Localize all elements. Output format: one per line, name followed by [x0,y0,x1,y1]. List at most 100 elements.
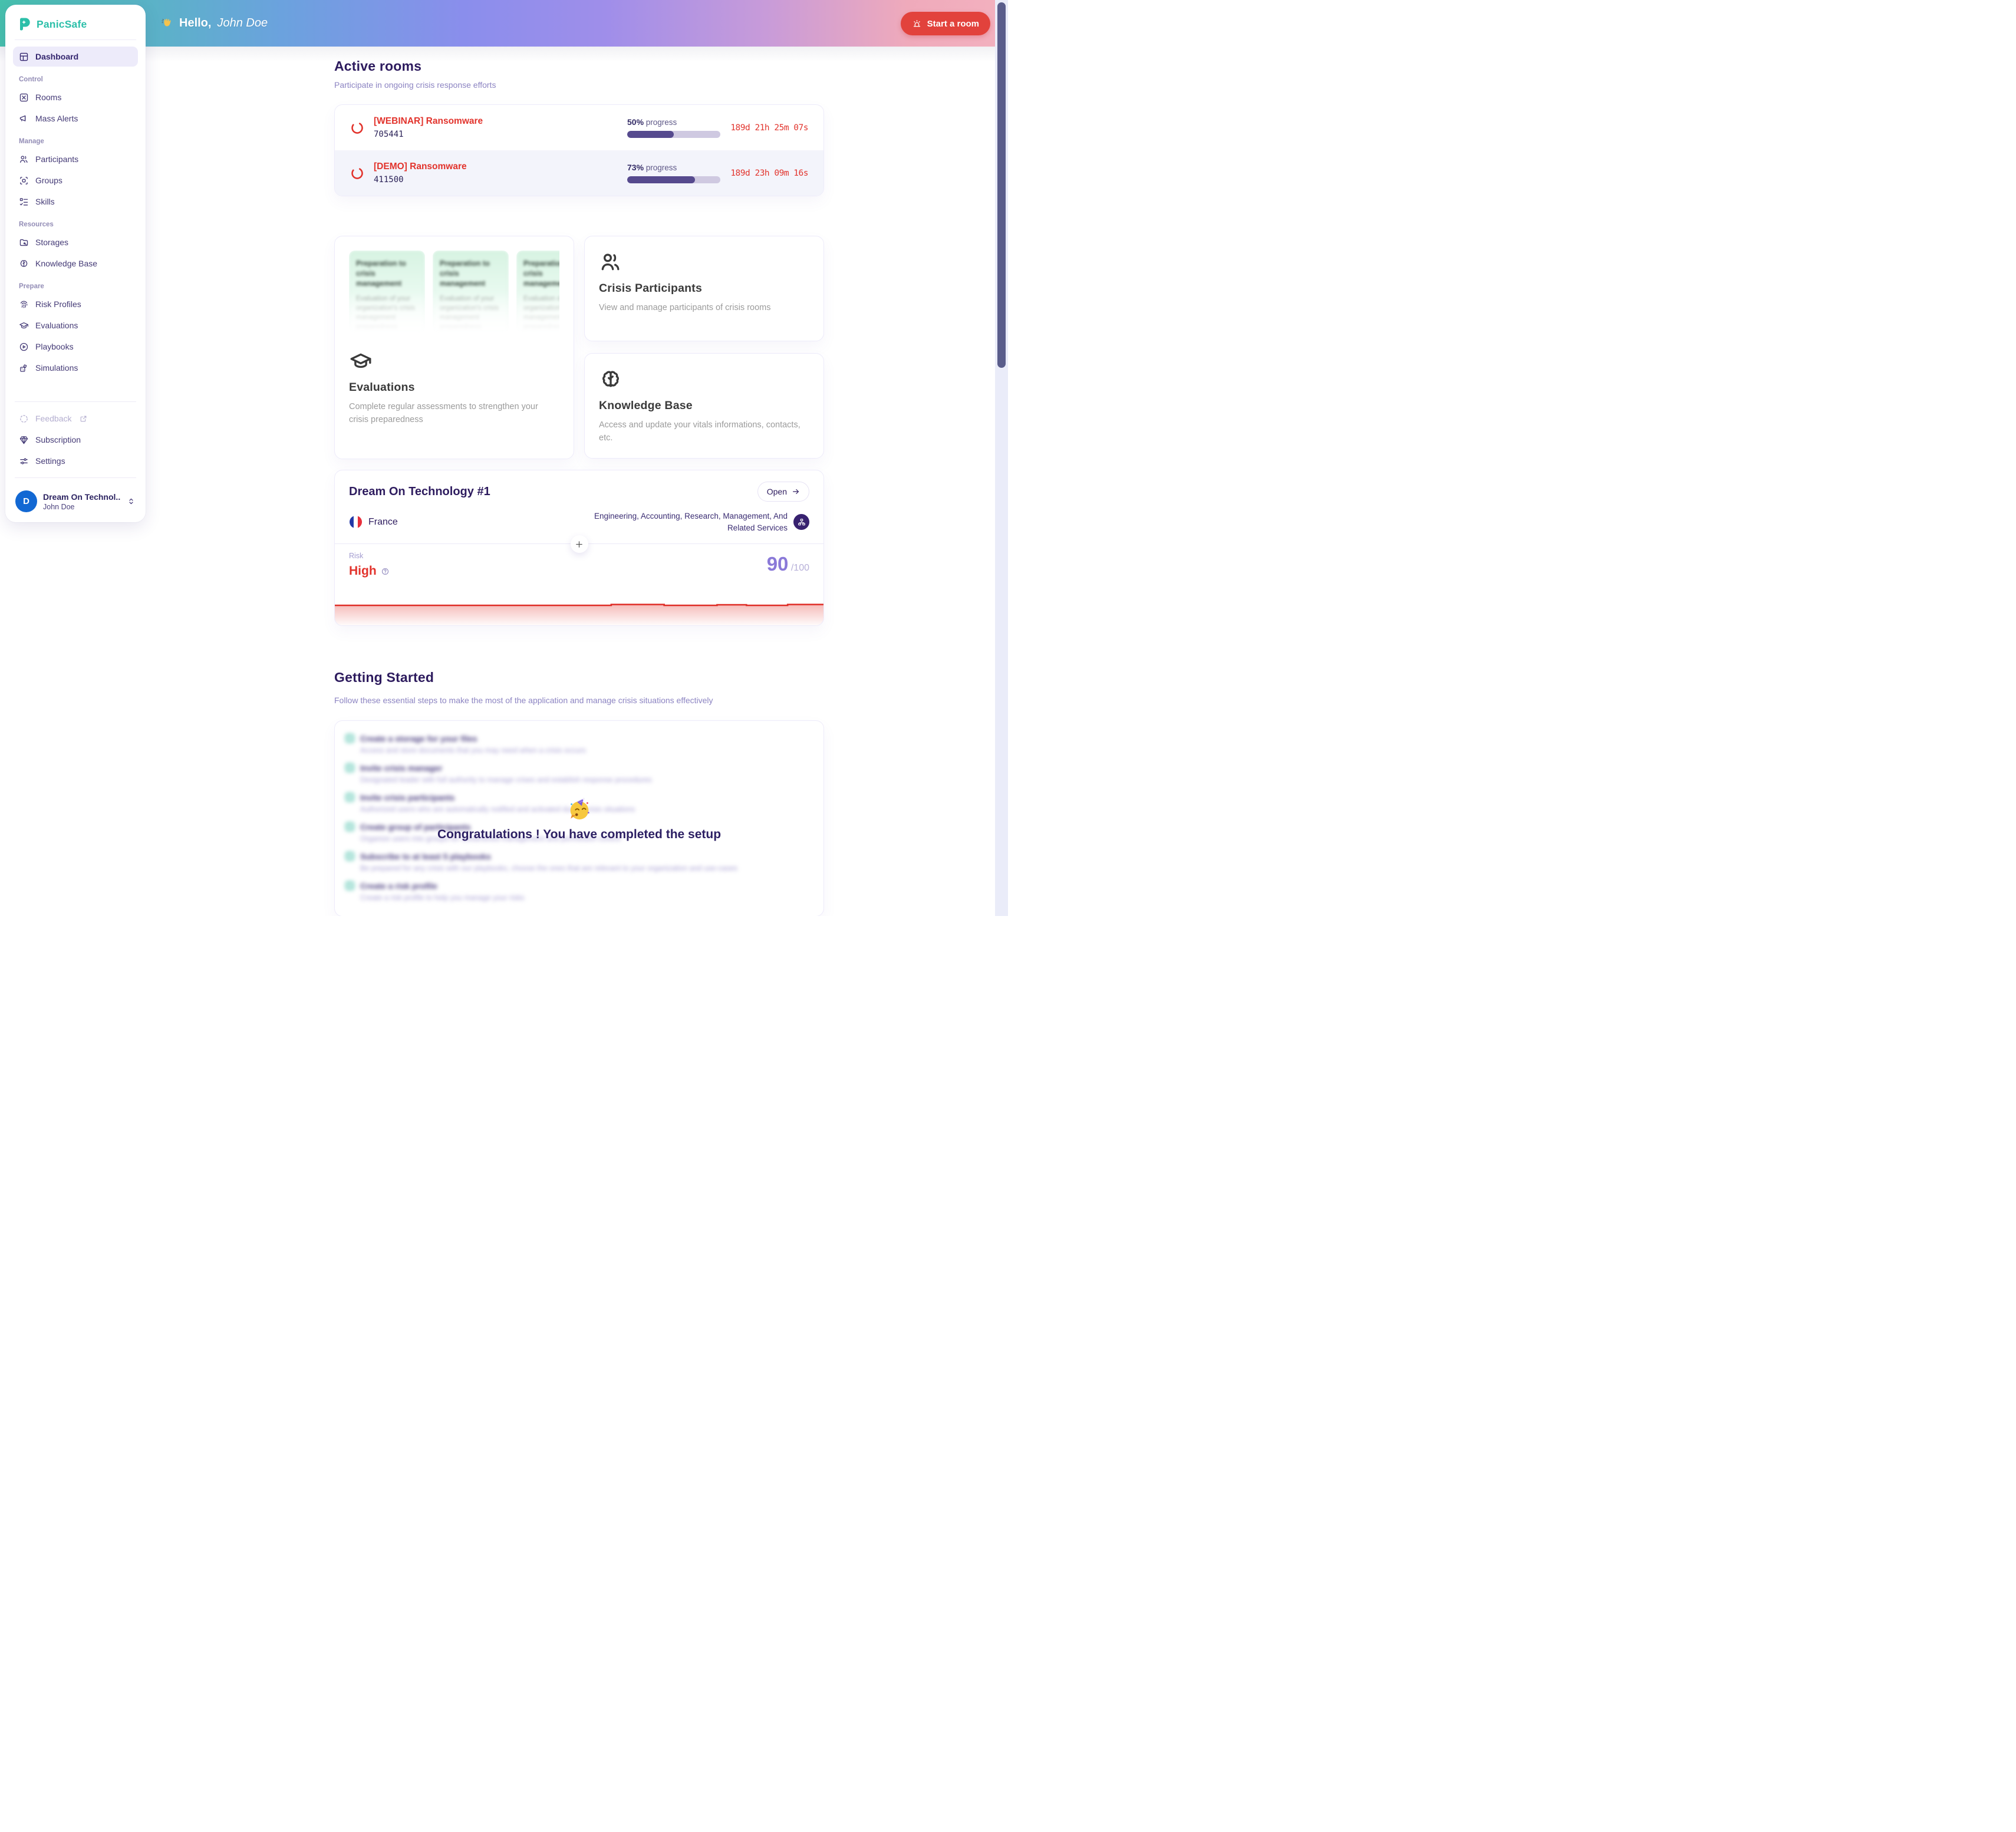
preview-title: Preparation to crisis management [440,259,490,288]
feature-side-column: Crisis Participants View and manage part… [584,236,824,459]
graduation-cap-icon [19,320,29,331]
crisis-participants-card[interactable]: Crisis Participants View and manage part… [584,236,824,341]
risk-score: 90 /100 [767,553,809,575]
country-label: France [368,516,398,527]
evaluations-card[interactable]: Preparation to crisis management Evaluat… [334,236,574,459]
sidebar-item-playbooks[interactable]: Playbooks [13,337,138,357]
room-progress-value: 73% [627,163,644,172]
getting-started-title: Getting Started [334,670,434,685]
preview-title: Preparation to crisis management [356,259,406,288]
sidebar-item-simulations[interactable]: Simulations [13,358,138,378]
dashboard-icon [19,51,29,62]
step-title: Invite crisis manager [360,763,443,773]
evaluation-preview-card: Preparation to crisis management Evaluat… [349,251,425,333]
sidebar-item-participants[interactable]: Participants [13,149,138,169]
sidebar-item-label: Participants [35,154,79,164]
info-icon[interactable] [381,567,390,576]
avatar: D [15,490,37,512]
knowledge-base-card[interactable]: Knowledge Base Access and update your vi… [584,353,824,459]
feature-cards-section: Preparation to crisis management Evaluat… [334,236,824,459]
sidebar-item-risk-profiles[interactable]: Risk Profiles [13,294,138,314]
room-progress-suffix: progress [644,163,677,172]
room-progress: 73% progress [627,163,727,183]
step-title: Create group of participants [360,822,471,832]
room-name: [WEBINAR] Ransomware [374,116,483,126]
fingerprint-icon [19,299,29,309]
sidebar-item-subscription[interactable]: Subscription [13,430,138,450]
sidebar-item-label: Storages [35,238,69,247]
dashed-circle-icon [19,413,29,424]
step-create-group: Create group of participants Organize us… [335,818,823,848]
checkbox-checked-icon [345,792,355,802]
wave-emoji-icon [160,17,173,30]
sidebar-item-mass-alerts[interactable]: Mass Alerts [13,108,138,128]
sidebar-item-label: Dashboard [35,52,79,61]
sidebar-divider [15,477,136,478]
step-invite-manager: Invite crisis manager Designated leader … [335,759,823,789]
start-room-button[interactable]: Start a room [900,12,990,35]
sidebar-item-label: Knowledge Base [35,259,98,268]
scrollbar-track[interactable] [995,0,1008,916]
getting-started-section: Getting Started Follow these essential s… [334,670,824,916]
chevron-up-down-icon [127,497,136,506]
sidebar-item-label: Simulations [35,363,78,373]
risk-label: Risk [349,552,364,561]
evaluation-preview-card: Preparation to crisis management Evaluat… [516,251,559,333]
spinner-icon [350,166,364,180]
step-description: Authorized users who are automatically n… [360,805,635,813]
room-row-demo[interactable]: [DEMO] Ransomware 411500 73% progress 18… [335,150,823,196]
sidebar-item-label: Settings [35,456,65,466]
sidebar-item-dashboard[interactable]: Dashboard [13,47,138,67]
scrollbar-thumb[interactable] [997,2,1006,368]
preview-body: Evaluation of your organization's crisis… [523,295,559,331]
room-progress: 50% progress [627,117,727,138]
sidebar: PanicSafe Dashboard Control Rooms Mass A… [5,5,146,522]
step-description: Access and store documents that you may … [360,746,586,754]
sidebar-item-settings[interactable]: Settings [13,451,138,471]
risk-score-value: 90 [766,553,789,575]
sidebar-item-groups[interactable]: Groups [13,170,138,190]
room-id: 411500 [374,175,404,184]
checkbox-checked-icon [345,733,355,743]
greeting-user-name: John Doe [217,17,268,29]
steps-list: Create a storage for your files Access a… [335,730,823,907]
account-user-name: John Doe [43,502,75,511]
account-switcher[interactable]: D Dream On Technol... John Doe [13,484,138,514]
sidebar-item-skills[interactable]: Skills [13,192,138,212]
groups-icon [19,175,29,186]
sidebar-item-label: Subscription [35,435,81,444]
sidebar-section-manage: Manage [19,138,44,145]
add-organization-button[interactable] [570,535,588,553]
greeting: Hello, John Doe [160,0,268,47]
app-logo[interactable]: PanicSafe [13,15,138,39]
open-label: Open [766,487,787,496]
folder-icon [19,237,29,248]
sidebar-item-feedback[interactable]: Feedback [13,408,138,429]
graduation-cap-icon [349,350,559,373]
sliders-icon [19,456,29,466]
brain-icon [599,368,809,391]
sidebar-item-label: Risk Profiles [35,299,81,309]
sidebar-item-rooms[interactable]: Rooms [13,87,138,107]
checkbox-checked-icon [345,822,355,832]
sidebar-item-evaluations[interactable]: Evaluations [13,315,138,335]
step-title: Subscribe to at least 5 playbooks [360,851,491,861]
siren-icon [912,19,922,29]
knowledge-base-subtitle: Access and update your vitals informatio… [599,420,801,443]
main-content: Active rooms Participate in ongoing cris… [334,0,824,916]
preview-title: Preparation to crisis management [523,259,559,288]
step-description: Designated leader with full authority to… [360,776,652,784]
evaluation-previews: Preparation to crisis management Evaluat… [349,251,559,339]
sidebar-item-knowledge-base[interactable]: Knowledge Base [13,253,138,274]
sidebar-item-label: Mass Alerts [35,114,78,123]
room-row-webinar[interactable]: [WEBINAR] Ransomware 705441 50% progress… [335,105,823,150]
room-titles: [DEMO] Ransomware 411500 [374,162,627,184]
sidebar-section-control: Control [19,76,43,83]
organization-country: France [349,515,398,529]
rooms-icon [19,92,29,103]
organization-divider [335,535,823,553]
open-organization-button[interactable]: Open [757,482,809,502]
sidebar-item-storages[interactable]: Storages [13,232,138,252]
step-description: Organize users into groups for streamlin… [360,835,621,843]
checkbox-checked-icon [345,763,355,773]
